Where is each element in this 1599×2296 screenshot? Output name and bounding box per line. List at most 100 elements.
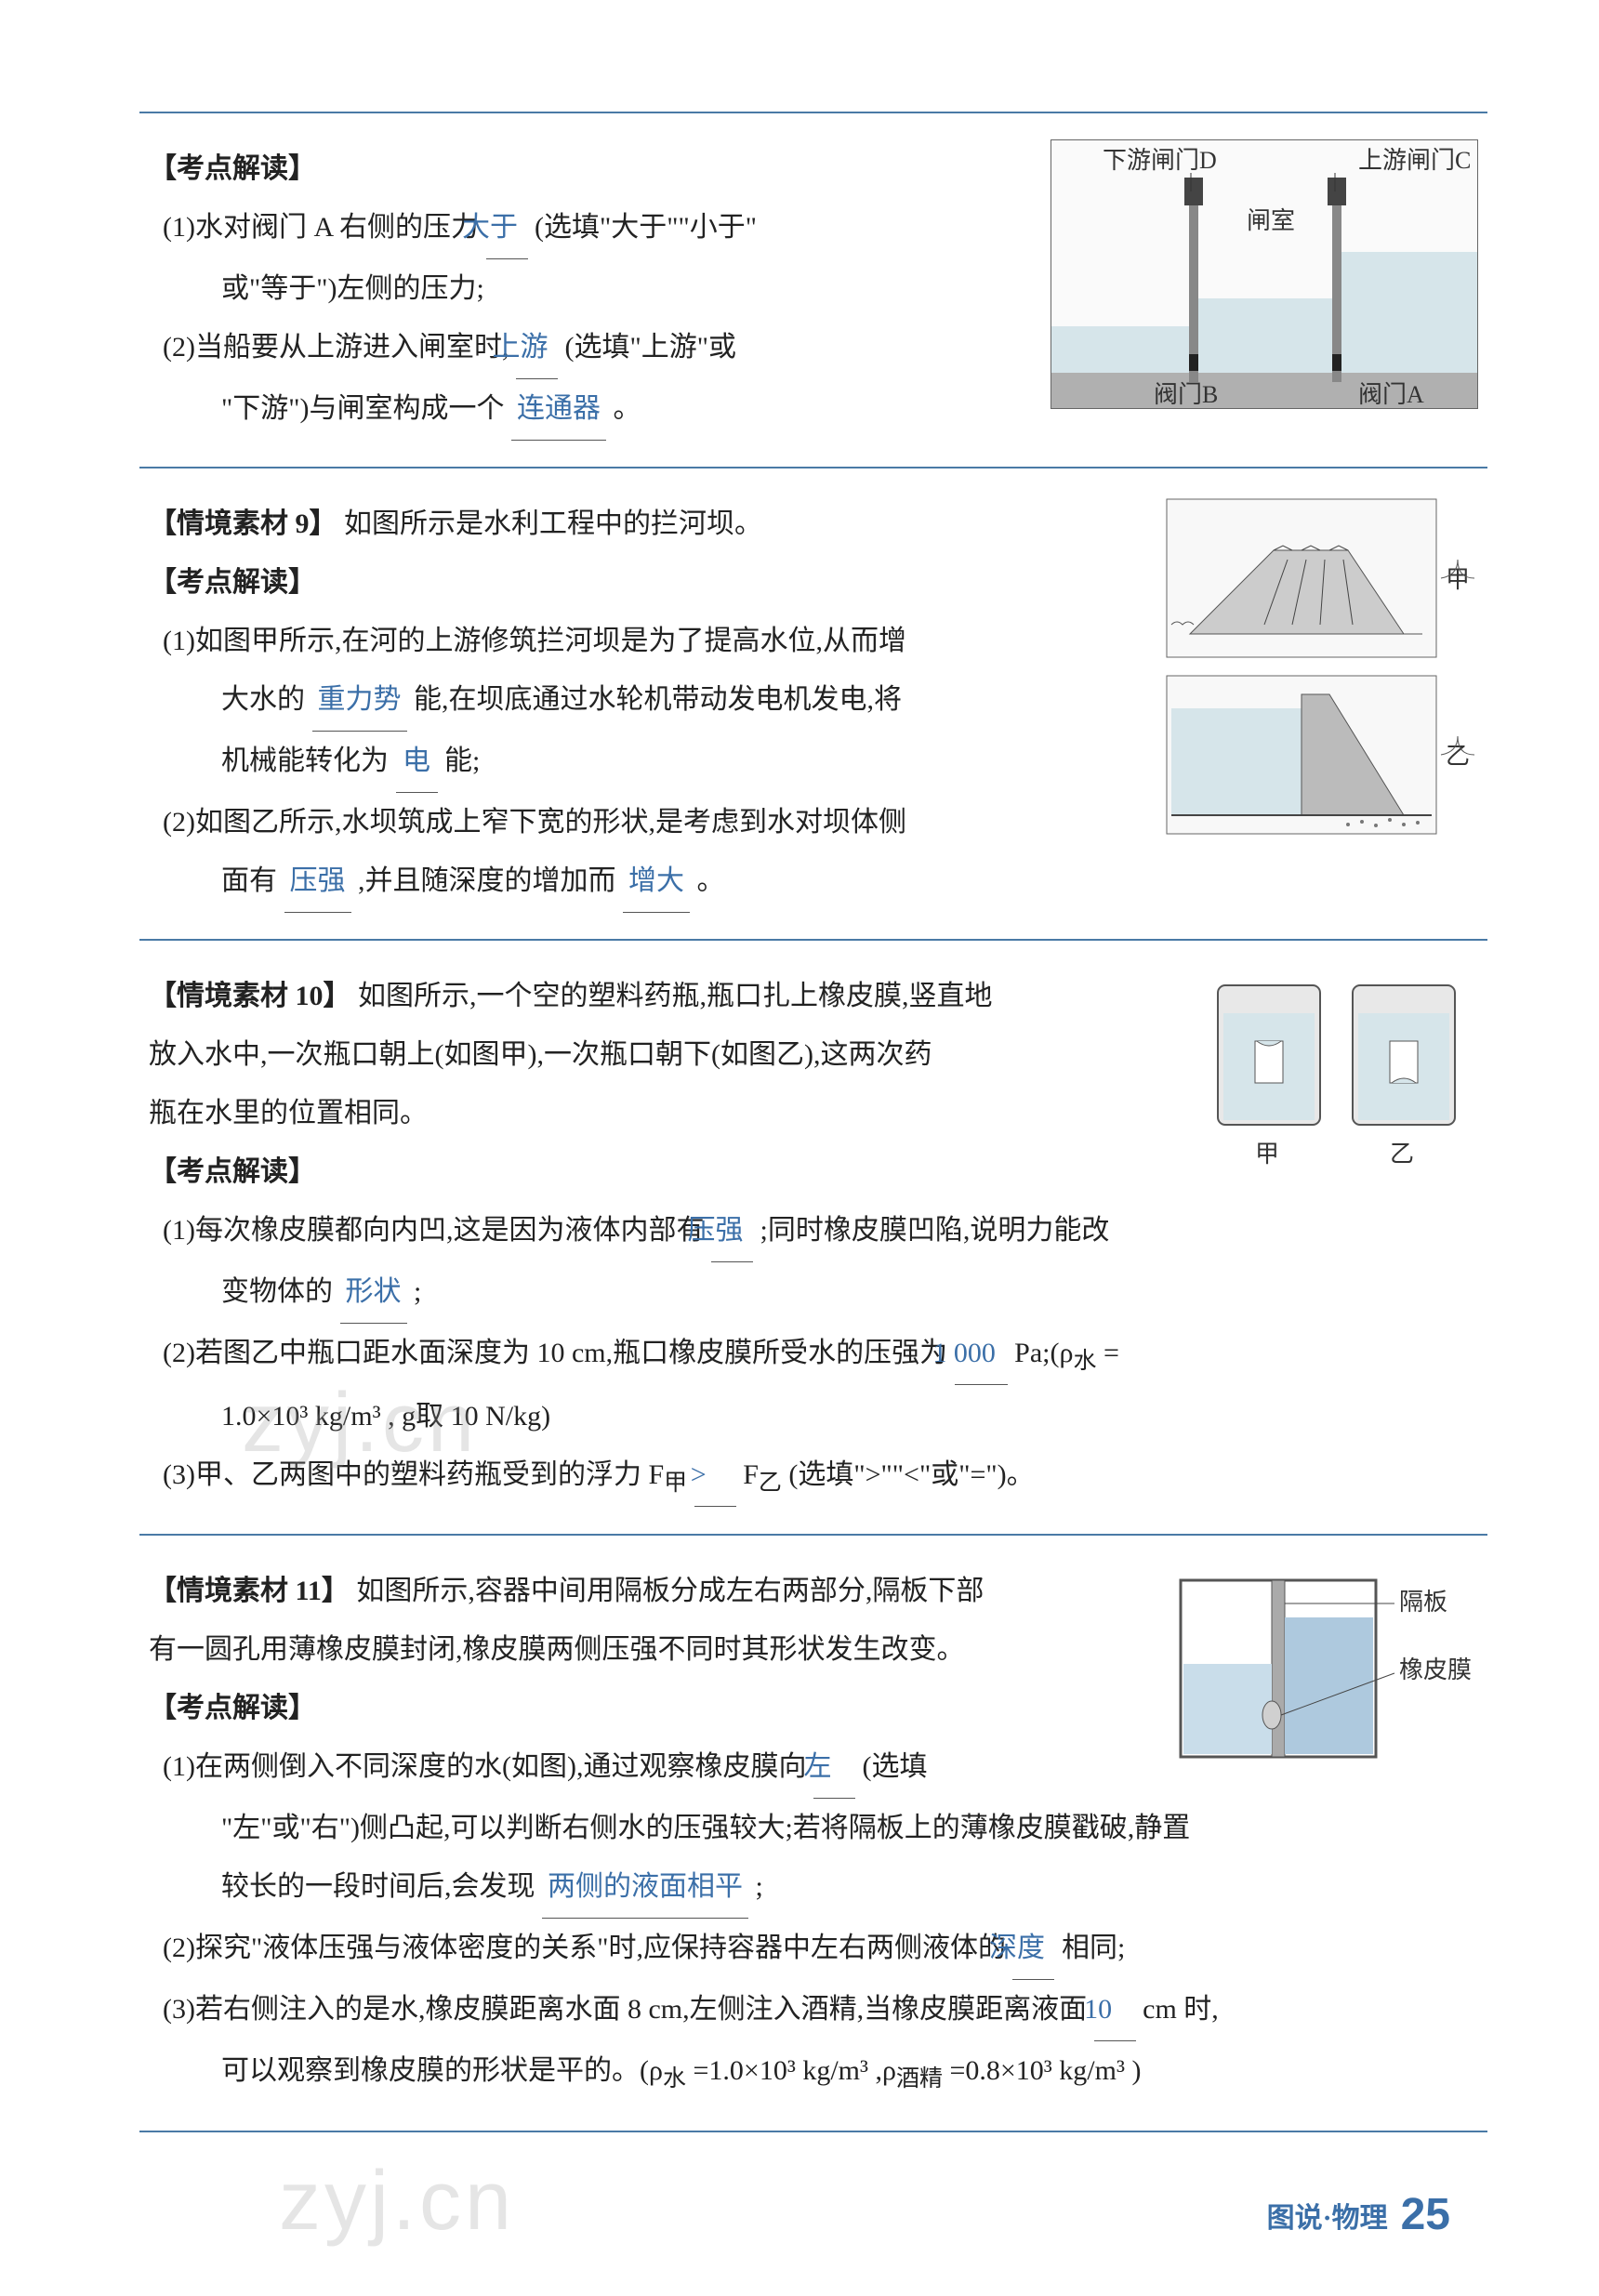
lock-diagram-svg: 下游闸门D 上游闸门C 闸室 阀门B 阀门A — [1051, 139, 1478, 409]
s2-q2d: 。 — [697, 865, 725, 896]
section-4: 【情境素材 11】 如图所示,容器中间用隔板分成左右两部分,隔板下部 有一圆孔用… — [139, 1534, 1487, 2132]
s4-q1a: (1)在两侧倒入不同深度的水(如图),通过观察橡皮膜向 — [163, 1751, 806, 1782]
s3-ans4: > — [694, 1445, 736, 1507]
s4-q2b: 相同; — [1062, 1933, 1125, 1963]
s4-q2a: (2)探究"液体压强与液体密度的关系"时,应保持容器中左右两侧液体的 — [163, 1933, 1006, 1963]
s2-title-body: 如图所示是水利工程中的拦河坝。 — [344, 508, 762, 539]
s4-q1line3: 较长的一段时间后,会发现 两侧的液面相平 ; — [149, 1857, 1478, 1919]
footer-book-title: 图说·物理 — [1267, 2195, 1388, 2236]
s4-ans3: 深度 — [1012, 1919, 1054, 1980]
s4-ans4: 10 — [1094, 1980, 1136, 2041]
s3-q2c: = — [1103, 1338, 1119, 1368]
s1-q2a: (2)当船要从上游进入闸室时, — [163, 332, 509, 363]
s3-q3c: (选填">""<"或"=")。 — [788, 1459, 1034, 1490]
s4-q3e: =0.8×10³ kg/m³ ) — [949, 2055, 1141, 2086]
s2-q2a: (2)如图乙所示,水坝筑成上窄下宽的形状,是考虑到水对坝体侧 — [163, 793, 1143, 851]
bottle-diagram-svg: 甲 乙 — [1199, 967, 1478, 1181]
s3-ans2: 形状 — [340, 1262, 407, 1324]
s1-ans3: 连通器 — [511, 379, 606, 441]
s2-title: 【情境素材 9】 — [149, 508, 337, 539]
s4-ans2: 两侧的液面相平 — [542, 1857, 748, 1919]
s1-q2c: "下游")与闸室构成一个 — [221, 393, 504, 424]
s1-q1b: (选填"大于""小于" — [535, 212, 757, 243]
s2-q1line2: 大水的 重力势 能,在坝底通过水轮机带动发电机发电,将 — [149, 670, 1143, 732]
section-1-diagram: 下游闸门D 上游闸门C 闸室 阀门B 阀门A — [1051, 139, 1478, 414]
s1-q1: (1)水对阀门 A 右侧的压力 大于 (选填"大于""小于" — [163, 198, 1032, 259]
section-4-text-top: 【情境素材 11】 如图所示,容器中间用隔板分成左右两部分,隔板下部 有一圆孔用… — [149, 1562, 1153, 1799]
page-content: 【考点解读】 (1)水对阀门 A 右侧的压力 大于 (选填"大于""小于" 或"… — [139, 112, 1487, 2132]
s2-q1line3: 机械能转化为 电 能; — [149, 732, 1143, 793]
s4-t1: 如图所示,容器中间用隔板分成左右两部分,隔板下部 — [356, 1576, 984, 1606]
s3-t3: 瓶在水里的位置相同。 — [149, 1084, 1181, 1142]
section-2: 【情境素材 9】 如图所示是水利工程中的拦河坝。 【考点解读】 (1)如图甲所示… — [139, 467, 1487, 939]
dam-label-yi: 乙 — [1446, 743, 1470, 770]
s3-q1a: (1)每次橡皮膜都向内凹,这是因为液体内部有 — [163, 1215, 704, 1246]
s2-q1b: 大水的 — [221, 684, 305, 715]
s3-q1b: ;同时橡皮膜凹陷,说明力能改 — [760, 1215, 1109, 1246]
s3-q2a: (2)若图乙中瓶口距水面深度为 10 cm,瓶口橡皮膜所受水的压强为 — [163, 1338, 947, 1368]
s3-q3: (3)甲、乙两图中的塑料药瓶受到的浮力 F甲 > F乙 (选填">""<"或"=… — [163, 1445, 1478, 1509]
bottle-label-yi: 乙 — [1390, 1141, 1414, 1168]
s4-q2: (2)探究"液体压强与液体密度的关系"时,应保持容器中左右两侧液体的 深度 相同… — [163, 1919, 1478, 1980]
s3-q2d: 1.0×10³ kg/m³ , g取 10 N/kg) — [149, 1387, 1478, 1445]
s4-q1d: 较长的一段时间后,会发现 — [221, 1871, 535, 1902]
s3-q2sub: 水 — [1073, 1349, 1096, 1374]
partition-label-board: 隔板 — [1399, 1589, 1447, 1616]
section-1-heading: 【考点解读】 — [149, 139, 1032, 198]
s2-title-row: 【情境素材 9】 如图所示是水利工程中的拦河坝。 — [149, 495, 1143, 553]
s1-ans2: 上游 — [516, 318, 558, 379]
s3-heading: 【考点解读】 — [149, 1142, 1181, 1201]
s1-q2b: (选填"上游"或 — [564, 332, 735, 363]
s4-q3d: =1.0×10³ kg/m³ ,ρ — [693, 2055, 895, 2086]
s2-ans1: 重力势 — [312, 670, 407, 732]
s3-q2: (2)若图乙中瓶口距水面深度为 10 cm,瓶口橡皮膜所受水的压强为 1 000… — [163, 1324, 1478, 1387]
s3-t1: 如图所示,一个空的塑料药瓶,瓶口扎上橡皮膜,竖直地 — [358, 981, 993, 1011]
section-3: 【情境素材 10】 如图所示,一个空的塑料药瓶,瓶口扎上橡皮膜,竖直地 放入水中… — [139, 939, 1487, 1534]
lock-label-C: 上游闸门C — [1358, 147, 1471, 174]
section-1-text: 【考点解读】 (1)水对阀门 A 右侧的压力 大于 (选填"大于""小于" 或"… — [149, 139, 1032, 441]
s3-q1d: ; — [414, 1276, 421, 1307]
section-2-text: 【情境素材 9】 如图所示是水利工程中的拦河坝。 【考点解读】 (1)如图甲所示… — [149, 495, 1143, 913]
s3-q3b: F — [743, 1459, 759, 1490]
s3-q1c: 变物体的 — [221, 1276, 333, 1307]
s3-ans1: 压强 — [711, 1201, 753, 1262]
dam-diagram-svg: 甲 乙 — [1162, 495, 1478, 848]
s1-ans1: 大于 — [486, 198, 528, 259]
s4-q3b: cm 时, — [1143, 1994, 1219, 2025]
footer-page-number: 25 — [1401, 2189, 1450, 2240]
s1-q2: (2)当船要从上游进入闸室时, 上游 (选填"上游"或 — [163, 318, 1032, 379]
lock-label-A: 阀门A — [1358, 381, 1424, 408]
s3-q3a: (3)甲、乙两图中的塑料药瓶受到的浮力 F — [163, 1459, 664, 1490]
s3-title-row: 【情境素材 10】 如图所示,一个空的塑料药瓶,瓶口扎上橡皮膜,竖直地 — [149, 967, 1181, 1025]
s4-q1e: ; — [756, 1871, 763, 1902]
s4-q3: (3)若右侧注入的是水,橡皮膜距离水面 8 cm,左侧注入酒精,当橡皮膜距离液面… — [163, 1980, 1478, 2041]
section-3-body: (1)每次橡皮膜都向内凹,这是因为液体内部有 压强 ;同时橡皮膜凹陷,说明力能改… — [149, 1201, 1478, 1508]
s4-q1c: "左"或"右")侧凸起,可以判断右侧水的压强较大;若将隔板上的薄橡皮膜戳破,静置 — [149, 1799, 1478, 1857]
partition-label-membrane: 橡皮膜 — [1399, 1656, 1472, 1683]
s2-q2c: ,并且随深度的增加而 — [358, 865, 616, 896]
s3-q2b: Pa;(ρ — [1014, 1338, 1073, 1368]
s4-q3sub1: 水 — [663, 2066, 686, 2091]
s2-ans3: 压强 — [284, 851, 351, 913]
s2-ans2: 电 — [396, 732, 438, 793]
section-4-body: "左"或"右")侧凸起,可以判断右侧水的压强较大;若将隔板上的薄橡皮膜戳破,静置… — [149, 1799, 1478, 2105]
watermark-2: zyj.cn — [279, 2154, 515, 2250]
s2-q1a: (1)如图甲所示,在河的上游修筑拦河坝是为了提高水位,从而增 — [163, 612, 1143, 670]
s4-q1: (1)在两侧倒入不同深度的水(如图),通过观察橡皮膜向 左 (选填 — [163, 1737, 1153, 1799]
s4-title-row: 【情境素材 11】 如图所示,容器中间用隔板分成左右两部分,隔板下部 — [149, 1562, 1153, 1620]
s4-heading: 【考点解读】 — [149, 1679, 1153, 1737]
s4-q3sub2: 酒精 — [896, 2066, 943, 2091]
s4-q3c: 可以观察到橡皮膜的形状是平的。(ρ — [221, 2055, 663, 2086]
section-3-diagram: 甲 乙 — [1199, 967, 1478, 1185]
lock-label-B: 阀门B — [1154, 381, 1218, 408]
s4-ans1: 左 — [813, 1737, 855, 1799]
s4-q1b: (选填 — [862, 1751, 927, 1782]
lock-label-room: 闸室 — [1247, 207, 1295, 234]
s2-q1c: 能,在坝底通过水轮机带动发电机发电,将 — [414, 684, 902, 715]
partition-diagram-svg: 隔板 橡皮膜 — [1171, 1562, 1478, 1775]
s2-q2line2: 面有 压强 ,并且随深度的增加而 增大 。 — [149, 851, 1143, 913]
s2-ans4: 增大 — [623, 851, 690, 913]
s4-title: 【情境素材 11】 — [149, 1576, 350, 1606]
s2-q1e: 能; — [444, 746, 480, 776]
s1-q1c: 或"等于")左侧的压力; — [149, 259, 1032, 318]
